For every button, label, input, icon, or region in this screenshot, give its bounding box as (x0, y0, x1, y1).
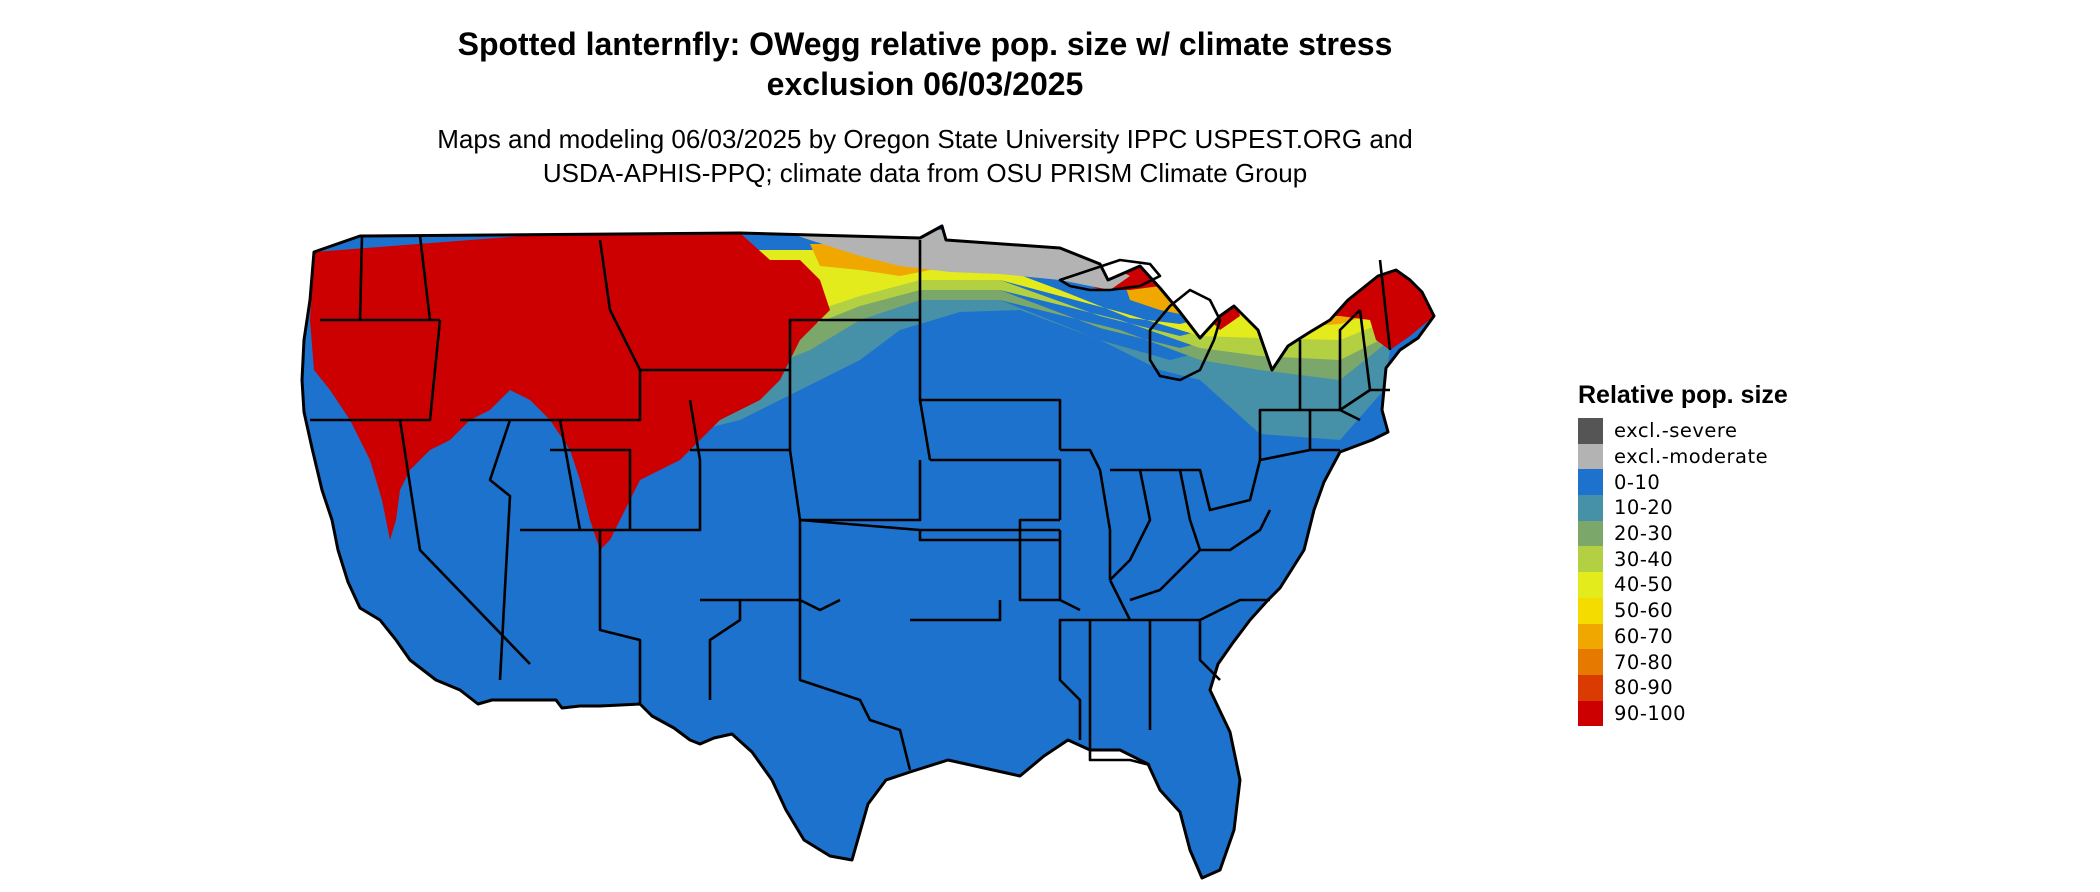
legend-swatch (1578, 700, 1603, 727)
legend-title: Relative pop. size (1578, 381, 1788, 409)
legend-item: 10-20 (1578, 495, 1788, 521)
legend-swatch (1578, 674, 1603, 701)
legend-item: excl.-moderate (1578, 443, 1788, 470)
map-title-line-2: exclusion 06/03/2025 (766, 66, 1084, 102)
us-outline (300, 224, 1436, 880)
legend-label: 90-100 (1614, 701, 1687, 725)
legend-swatch (1578, 623, 1603, 650)
legend: Relative pop. size excl.-severe excl.-mo… (1578, 380, 1788, 727)
zone-90-100-west (310, 230, 830, 550)
map-title-line-1: Spotted lanternfly: OWegg relative pop. … (457, 26, 1393, 62)
legend-item: 70-80 (1578, 649, 1788, 675)
legend-item: 0-10 (1578, 469, 1788, 496)
legend-label: excl.-moderate (1614, 445, 1769, 469)
legend-label: 40-50 (1614, 573, 1674, 597)
legend-swatch (1578, 572, 1603, 598)
legend-swatch (1578, 495, 1603, 521)
map-subtitle: Maps and modeling 06/03/2025 by Oregon S… (0, 122, 1850, 190)
us-map (300, 224, 1436, 880)
map-subtitle-line-1: Maps and modeling 06/03/2025 by Oregon S… (437, 124, 1413, 154)
legend-label: excl.-severe (1614, 419, 1738, 443)
legend-item: 80-90 (1578, 674, 1788, 701)
legend-item: 50-60 (1578, 597, 1788, 624)
legend-swatch (1578, 520, 1603, 547)
michigan-lower (1148, 288, 1222, 382)
michigan-upper (1058, 258, 1162, 292)
legend-item: 30-40 (1578, 546, 1788, 573)
legend-items: excl.-severe excl.-moderate 0-10 10-20 2… (1578, 418, 1788, 727)
legend-swatch (1578, 443, 1603, 470)
state-borders (300, 224, 1436, 880)
legend-label: 70-80 (1614, 650, 1674, 674)
legend-swatch (1578, 597, 1603, 624)
legend-label: 60-70 (1614, 624, 1674, 648)
legend-swatch (1578, 418, 1603, 444)
legend-label: 80-90 (1614, 676, 1674, 700)
legend-label: 0-10 (1614, 470, 1661, 494)
legend-swatch (1578, 469, 1603, 496)
interior-state-lines (310, 235, 1392, 771)
legend-label: 10-20 (1614, 496, 1674, 520)
legend-item: excl.-severe (1578, 418, 1788, 444)
legend-swatch (1578, 546, 1603, 573)
legend-label: 30-40 (1614, 547, 1674, 571)
legend-item: 40-50 (1578, 572, 1788, 598)
legend-swatch (1578, 649, 1603, 675)
legend-item: 20-30 (1578, 520, 1788, 547)
map-subtitle-line-2: USDA-APHIS-PPQ; climate data from OSU PR… (542, 158, 1308, 188)
legend-item: 90-100 (1578, 700, 1788, 727)
legend-label: 20-30 (1614, 522, 1674, 546)
legend-label: 50-60 (1614, 599, 1674, 623)
map-title: Spotted lanternfly: OWegg relative pop. … (0, 24, 1850, 104)
legend-item: 60-70 (1578, 623, 1788, 650)
